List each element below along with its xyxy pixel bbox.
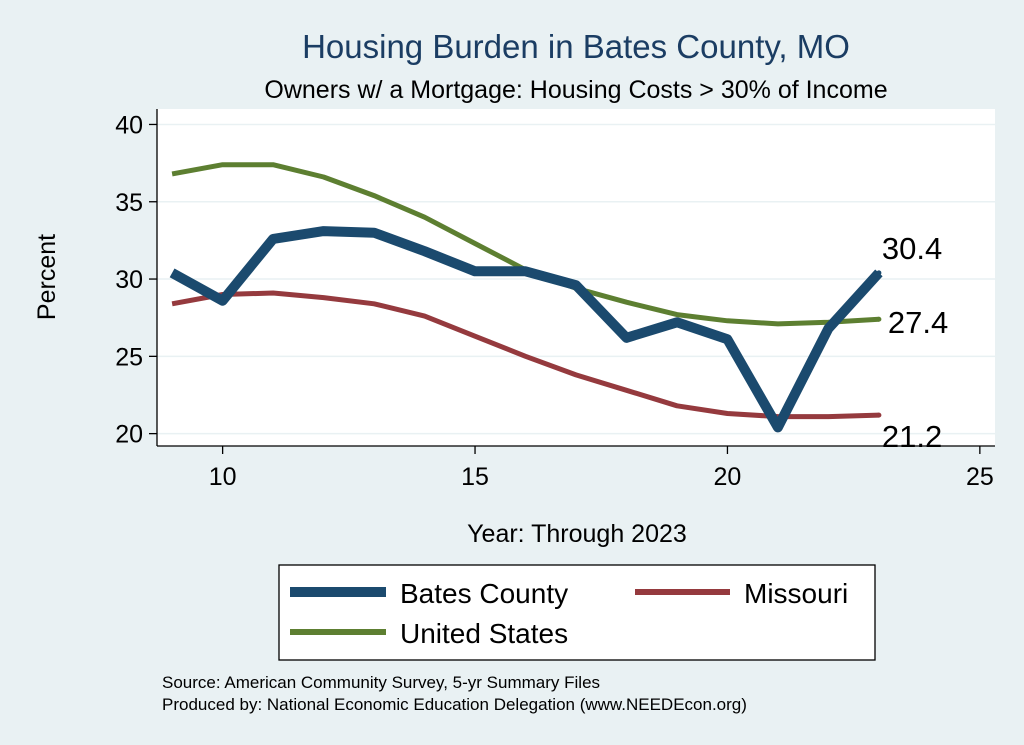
chart-title: Housing Burden in Bates County, MO [302, 28, 850, 65]
y-axis-ticks: 20 25 30 35 40 [115, 111, 157, 449]
plot-area [157, 109, 995, 446]
x-tick-label-25: 25 [966, 463, 994, 491]
series-end-point-bates-county [876, 270, 882, 276]
series-end-point-united-states [876, 316, 882, 322]
x-tick-label-15: 15 [461, 463, 489, 491]
series-layer [169, 162, 883, 433]
legend-box [278, 564, 876, 661]
end-labels: 30.4 21.2 27.4 [882, 231, 948, 454]
producer-note: Produced by: National Economic Education… [162, 695, 747, 714]
x-axis-title: Year: Through 2023 [467, 520, 687, 548]
end-label-united-states: 27.4 [888, 305, 948, 340]
series-line-missouri [171, 290, 879, 420]
legend-label-united-states: United States [400, 618, 568, 649]
legend-label-missouri: Missouri [744, 578, 848, 609]
y-tick-label-20: 20 [115, 421, 143, 449]
y-tick-label-25: 25 [115, 343, 143, 371]
legend-label-bates-county: Bates County [400, 578, 568, 609]
x-tick-label-10: 10 [209, 463, 237, 491]
gridlines [157, 123, 995, 435]
y-axis-title: Percent [33, 234, 61, 320]
y-tick-label-40: 40 [115, 111, 143, 139]
x-tick-label-20: 20 [714, 463, 742, 491]
source-note: Source: American Community Survey, 5-yr … [162, 673, 600, 692]
series-line-bates-county [169, 226, 883, 433]
y-tick-label-30: 30 [115, 266, 143, 294]
x-axis-ticks: 10 15 20 25 [209, 446, 994, 491]
chart-subtitle: Owners w/ a Mortgage: Housing Costs > 30… [264, 76, 887, 104]
end-label-missouri: 21.2 [882, 419, 942, 454]
end-label-bates-county: 30.4 [882, 231, 942, 266]
y-tick-label-35: 35 [115, 189, 143, 217]
legend: Bates County Missouri United States [278, 564, 876, 661]
series-end-point-missouri [876, 412, 882, 418]
